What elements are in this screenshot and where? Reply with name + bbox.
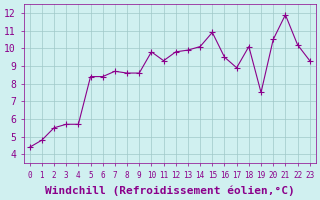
X-axis label: Windchill (Refroidissement éolien,°C): Windchill (Refroidissement éolien,°C): [45, 185, 295, 196]
